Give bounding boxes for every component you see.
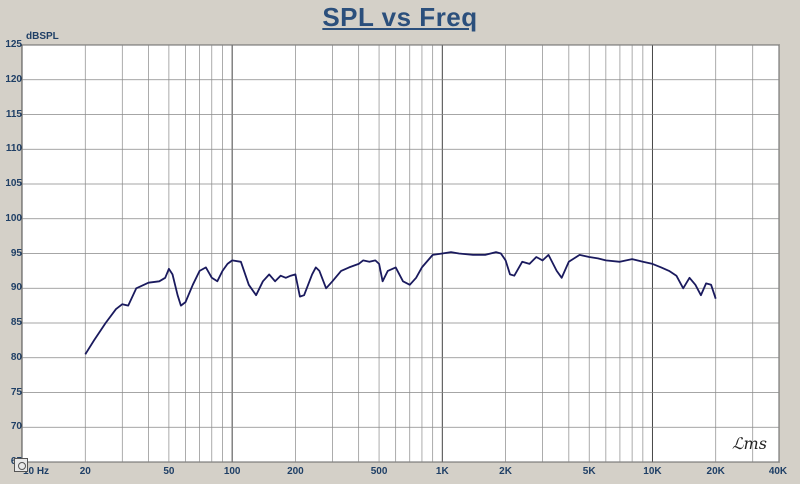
lms-logo: ℒms xyxy=(732,434,767,453)
x-tick-label: 10K xyxy=(643,466,662,477)
y-axis-label: dBSPL xyxy=(26,31,59,42)
y-tick-label: 115 xyxy=(5,108,22,120)
x-tick-label: 200 xyxy=(287,466,304,477)
x-tick-label: 40K xyxy=(768,466,788,477)
x-tick-label: 100 xyxy=(223,466,241,477)
x-tick-label: 20K xyxy=(706,466,725,477)
x-tick-label: 20 xyxy=(79,466,91,477)
x-tick-label: 500 xyxy=(370,466,388,477)
y-tick-label: 110 xyxy=(5,143,22,155)
x-tick-label: 10 Hz xyxy=(22,466,50,477)
x-tick-label: 1K xyxy=(435,466,449,477)
y-tick-label: 125 xyxy=(5,39,22,50)
y-tick-label: 100 xyxy=(5,212,22,224)
y-tick-label: 70 xyxy=(10,421,22,433)
series-lines xyxy=(84,251,717,355)
settings-icon[interactable] xyxy=(14,458,28,472)
chart-title: SPL vs Freq xyxy=(322,2,478,32)
y-tick-label: 95 xyxy=(10,247,22,259)
y-tick-label: 105 xyxy=(5,178,22,189)
x-tick-label: 5K xyxy=(582,466,596,477)
x-tick-label: 50 xyxy=(163,466,175,477)
y-tick-label: 85 xyxy=(10,317,22,328)
spl-series-line-0 xyxy=(84,251,717,355)
y-tick-label: 120 xyxy=(5,73,22,85)
y-tick-label: 90 xyxy=(10,282,22,294)
y-tick-label: 75 xyxy=(10,386,22,398)
x-tick-label: 2K xyxy=(499,466,512,477)
y-tick-label: 80 xyxy=(10,351,22,363)
